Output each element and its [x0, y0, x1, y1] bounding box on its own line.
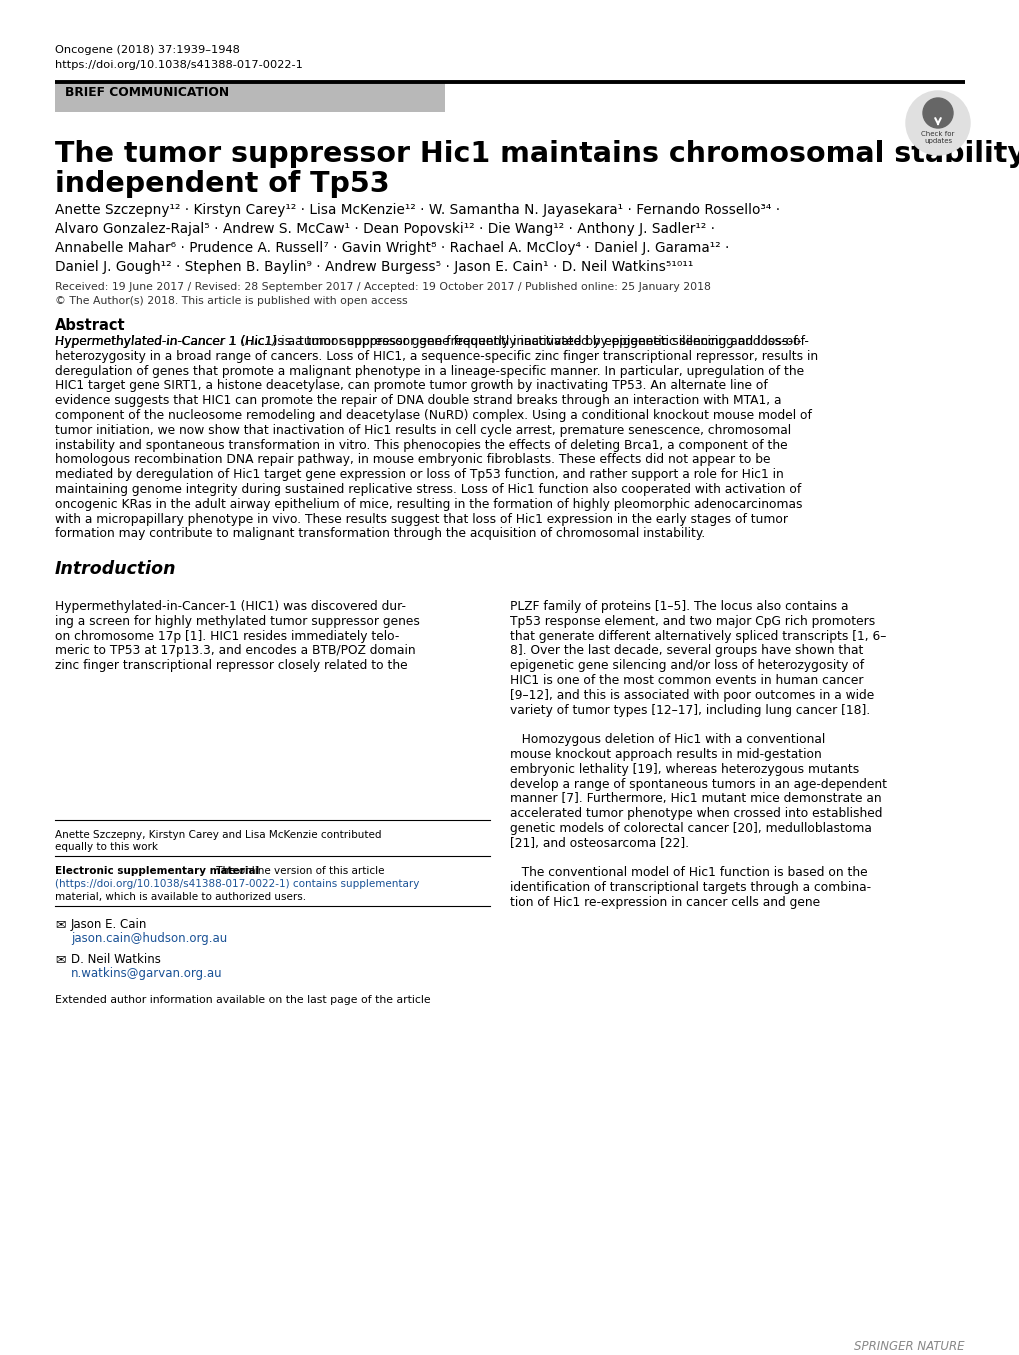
Text: Received: 19 June 2017 / Revised: 28 September 2017 / Accepted: 19 October 2017 : Received: 19 June 2017 / Revised: 28 Sep… [55, 282, 710, 291]
Text: ✉: ✉ [55, 953, 65, 966]
Text: equally to this work: equally to this work [55, 841, 158, 852]
Text: Annabelle Mahar⁶ · Prudence A. Russell⁷ · Gavin Wright⁸ · Rachael A. McCloy⁴ · D: Annabelle Mahar⁶ · Prudence A. Russell⁷ … [55, 241, 729, 255]
Text: homologous recombination DNA repair pathway, in mouse embryonic fibroblasts. The: homologous recombination DNA repair path… [55, 454, 769, 466]
Text: Hypermethylated-in-Cancer 1 (Hic1) is a tumor suppressor gene frequently inactiv: Hypermethylated-in-Cancer 1 (Hic1) is a … [55, 335, 808, 348]
Text: genetic models of colorectal cancer [20], medulloblastoma: genetic models of colorectal cancer [20]… [510, 822, 871, 835]
Text: maintaining genome integrity during sustained replicative stress. Loss of Hic1 f: maintaining genome integrity during sust… [55, 482, 801, 496]
Text: D. Neil Watkins: D. Neil Watkins [71, 953, 161, 966]
Text: oncogenic KRas in the adult airway epithelium of mice, resulting in the formatio: oncogenic KRas in the adult airway epith… [55, 497, 802, 511]
Text: variety of tumor types [12–17], including lung cancer [18].: variety of tumor types [12–17], includin… [510, 703, 869, 717]
Text: tion of Hic1 re-expression in cancer cells and gene: tion of Hic1 re-expression in cancer cel… [510, 896, 819, 909]
Text: Electronic supplementary material: Electronic supplementary material [55, 866, 259, 875]
Text: on chromosome 17p [1]. HIC1 resides immediately telo-: on chromosome 17p [1]. HIC1 resides imme… [55, 630, 399, 642]
Text: Tp53 response element, and two major CpG rich promoters: Tp53 response element, and two major CpG… [510, 615, 874, 627]
Text: Hypermethylated-in-Cancer-1 (HIC1) was discovered dur-: Hypermethylated-in-Cancer-1 (HIC1) was d… [55, 600, 406, 612]
Text: instability and spontaneous transformation in vitro. This phenocopies the effect: instability and spontaneous transformati… [55, 439, 787, 451]
Text: Abstract: Abstract [55, 318, 125, 333]
Text: that generate different alternatively spliced transcripts [1, 6–: that generate different alternatively sp… [510, 630, 886, 642]
Text: The online version of this article: The online version of this article [213, 866, 384, 875]
Text: identification of transcriptional targets through a combina-: identification of transcriptional target… [510, 881, 870, 894]
Text: Jason E. Cain: Jason E. Cain [71, 917, 147, 931]
Text: ing a screen for highly methylated tumor suppressor genes: ing a screen for highly methylated tumor… [55, 615, 420, 627]
Text: heterozygosity in a broad range of cancers. Loss of HIC1, a sequence-specific zi: heterozygosity in a broad range of cance… [55, 350, 817, 363]
Text: Anette Szczepny, Kirstyn Carey and Lisa McKenzie contributed: Anette Szczepny, Kirstyn Carey and Lisa … [55, 831, 381, 840]
Text: Daniel J. Gough¹² · Stephen B. Baylin⁹ · Andrew Burgess⁵ · Jason E. Cain¹ · D. N: Daniel J. Gough¹² · Stephen B. Baylin⁹ ·… [55, 260, 693, 274]
Circle shape [905, 91, 969, 154]
Text: mouse knockout approach results in mid-gestation: mouse knockout approach results in mid-g… [510, 748, 821, 762]
Text: Homozygous deletion of Hic1 with a conventional: Homozygous deletion of Hic1 with a conve… [510, 733, 824, 747]
Text: deregulation of genes that promote a malignant phenotype in a lineage-specific m: deregulation of genes that promote a mal… [55, 364, 803, 378]
Text: The conventional model of Hic1 function is based on the: The conventional model of Hic1 function … [510, 866, 867, 879]
Text: formation may contribute to malignant transformation through the acquisition of : formation may contribute to malignant tr… [55, 527, 704, 541]
Text: mediated by deregulation of Hic1 target gene expression or loss of Tp53 function: mediated by deregulation of Hic1 target … [55, 469, 783, 481]
Text: embryonic lethality [19], whereas heterozygous mutants: embryonic lethality [19], whereas hetero… [510, 763, 858, 776]
Text: develop a range of spontaneous tumors in an age-dependent: develop a range of spontaneous tumors in… [510, 778, 887, 790]
Text: Hypermethylated-in-Cancer 1 (Hic1): Hypermethylated-in-Cancer 1 (Hic1) [55, 335, 276, 348]
Text: HIC1 target gene SIRT1, a histone deacetylase, can promote tumor growth by inact: HIC1 target gene SIRT1, a histone deacet… [55, 379, 767, 393]
Text: [9–12], and this is associated with poor outcomes in a wide: [9–12], and this is associated with poor… [510, 688, 873, 702]
Text: SPRINGER NATURE: SPRINGER NATURE [854, 1340, 964, 1354]
Text: The tumor suppressor Hic1 maintains chromosomal stability: The tumor suppressor Hic1 maintains chro… [55, 140, 1019, 168]
Text: material, which is available to authorized users.: material, which is available to authoriz… [55, 892, 306, 902]
Text: Check for
updates: Check for updates [920, 130, 954, 144]
Text: © The Author(s) 2018. This article is published with open access: © The Author(s) 2018. This article is pu… [55, 295, 408, 306]
Text: BRIEF COMMUNICATION: BRIEF COMMUNICATION [65, 85, 229, 99]
Text: Introduction: Introduction [55, 560, 176, 579]
Text: ✉: ✉ [55, 917, 65, 931]
Text: [21], and osteosarcoma [22].: [21], and osteosarcoma [22]. [510, 837, 689, 850]
FancyBboxPatch shape [55, 83, 444, 112]
Text: (https://doi.org/10.1038/s41388-017-0022-1) contains supplementary: (https://doi.org/10.1038/s41388-017-0022… [55, 879, 419, 889]
Text: https://doi.org/10.1038/s41388-017-0022-1: https://doi.org/10.1038/s41388-017-0022-… [55, 60, 303, 70]
Text: meric to TP53 at 17p13.3, and encodes a BTB/POZ domain: meric to TP53 at 17p13.3, and encodes a … [55, 645, 415, 657]
Text: jason.cain@hudson.org.au: jason.cain@hudson.org.au [71, 932, 227, 944]
Text: zinc finger transcriptional repressor closely related to the: zinc finger transcriptional repressor cl… [55, 659, 408, 672]
Text: tumor initiation, we now show that inactivation of Hic1 results in cell cycle ar: tumor initiation, we now show that inact… [55, 424, 791, 436]
Text: manner [7]. Furthermore, Hic1 mutant mice demonstrate an: manner [7]. Furthermore, Hic1 mutant mic… [510, 793, 880, 805]
Text: component of the nucleosome remodeling and deacetylase (NuRD) complex. Using a c: component of the nucleosome remodeling a… [55, 409, 811, 421]
Text: Anette Szczepny¹² · Kirstyn Carey¹² · Lisa McKenzie¹² · W. Samantha N. Jayasekar: Anette Szczepny¹² · Kirstyn Carey¹² · Li… [55, 203, 780, 217]
Text: Oncogene (2018) 37:1939–1948: Oncogene (2018) 37:1939–1948 [55, 45, 239, 56]
Text: 8]. Over the last decade, several groups have shown that: 8]. Over the last decade, several groups… [510, 645, 862, 657]
Text: with a micropapillary phenotype in vivo. These results suggest that loss of Hic1: with a micropapillary phenotype in vivo.… [55, 512, 788, 526]
Text: evidence suggests that HIC1 can promote the repair of DNA double strand breaks t: evidence suggests that HIC1 can promote … [55, 394, 781, 408]
Text: Extended author information available on the last page of the article: Extended author information available on… [55, 995, 430, 1005]
Text: is a tumor suppressor gene frequently inactivated by epigenetic silencing and lo: is a tumor suppressor gene frequently in… [270, 335, 801, 348]
Text: independent of Tp53: independent of Tp53 [55, 169, 389, 198]
Text: epigenetic gene silencing and/or loss of heterozygosity of: epigenetic gene silencing and/or loss of… [510, 659, 863, 672]
Text: accelerated tumor phenotype when crossed into established: accelerated tumor phenotype when crossed… [510, 808, 881, 820]
Text: n.watkins@garvan.org.au: n.watkins@garvan.org.au [71, 967, 222, 980]
Text: PLZF family of proteins [1–5]. The locus also contains a: PLZF family of proteins [1–5]. The locus… [510, 600, 848, 612]
Circle shape [922, 98, 952, 127]
Text: Alvaro Gonzalez-Rajal⁵ · Andrew S. McCaw¹ · Dean Popovski¹² · Die Wang¹² · Antho: Alvaro Gonzalez-Rajal⁵ · Andrew S. McCaw… [55, 222, 714, 236]
Text: HIC1 is one of the most common events in human cancer: HIC1 is one of the most common events in… [510, 673, 863, 687]
